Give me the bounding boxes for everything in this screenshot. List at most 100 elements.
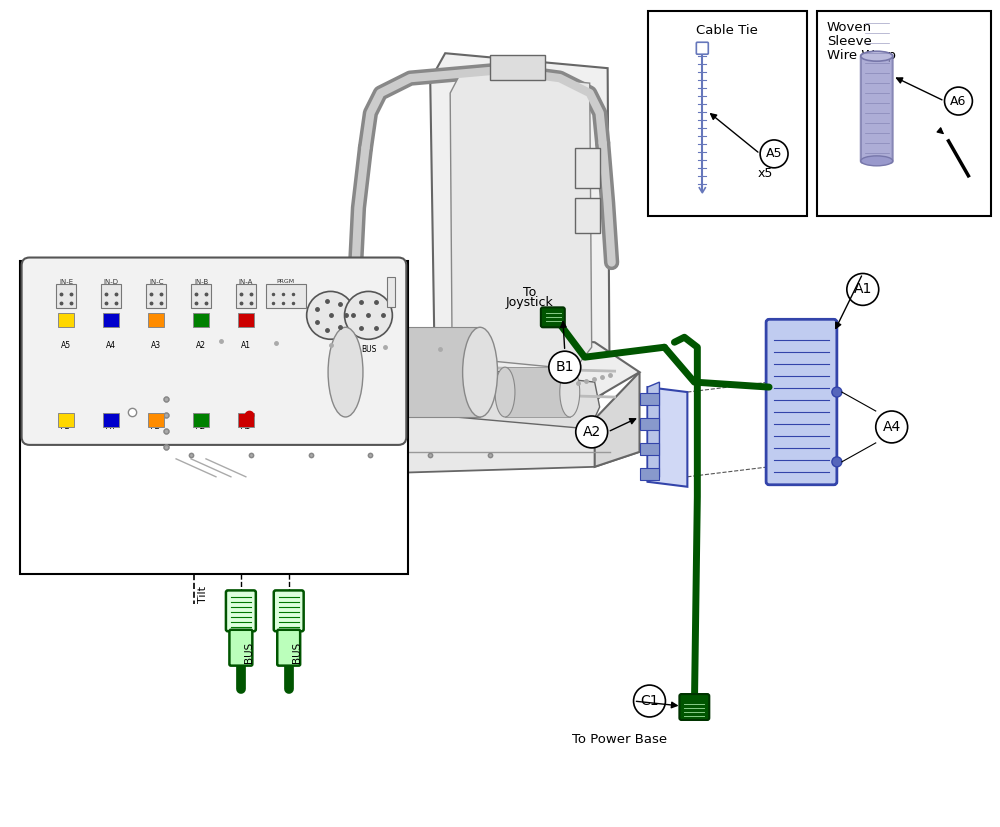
FancyBboxPatch shape xyxy=(696,42,708,55)
Text: A2: A2 xyxy=(196,422,206,431)
Bar xyxy=(103,313,119,327)
Polygon shape xyxy=(450,367,600,429)
Polygon shape xyxy=(355,267,380,340)
FancyBboxPatch shape xyxy=(274,590,304,631)
FancyBboxPatch shape xyxy=(22,257,406,445)
Bar xyxy=(575,148,600,188)
Polygon shape xyxy=(450,70,592,369)
Circle shape xyxy=(847,274,879,305)
FancyBboxPatch shape xyxy=(101,284,121,308)
Bar xyxy=(640,443,659,455)
Ellipse shape xyxy=(463,327,498,417)
Circle shape xyxy=(576,416,608,448)
Polygon shape xyxy=(648,382,659,482)
Text: A2: A2 xyxy=(583,425,601,439)
Text: IN-D: IN-D xyxy=(104,280,119,285)
Text: A6: A6 xyxy=(950,94,967,108)
Polygon shape xyxy=(595,372,640,466)
FancyBboxPatch shape xyxy=(56,284,76,308)
Text: IN-E: IN-E xyxy=(59,280,74,285)
Bar xyxy=(238,413,254,427)
Text: A3: A3 xyxy=(151,422,161,431)
Text: A4: A4 xyxy=(106,422,116,431)
FancyBboxPatch shape xyxy=(277,630,300,666)
FancyBboxPatch shape xyxy=(191,284,211,308)
FancyBboxPatch shape xyxy=(146,284,166,308)
Bar xyxy=(351,327,480,417)
Bar xyxy=(193,313,209,327)
Text: x5: x5 xyxy=(757,167,773,180)
Text: Cable Tie: Cable Tie xyxy=(696,24,758,37)
Circle shape xyxy=(634,685,665,717)
Text: Wire Wrap: Wire Wrap xyxy=(827,50,896,62)
Text: To: To xyxy=(523,286,537,299)
Bar xyxy=(20,261,408,575)
Text: A4: A4 xyxy=(883,420,901,434)
Text: C1: C1 xyxy=(640,694,659,708)
Ellipse shape xyxy=(199,327,233,417)
Bar xyxy=(216,327,346,417)
Text: PRGM: PRGM xyxy=(277,280,295,284)
Text: IN-C: IN-C xyxy=(149,280,163,285)
Text: BUS: BUS xyxy=(292,642,302,662)
FancyBboxPatch shape xyxy=(229,630,252,666)
Polygon shape xyxy=(149,372,201,479)
Text: IN-A: IN-A xyxy=(239,280,253,285)
Text: A5: A5 xyxy=(766,147,782,160)
Bar xyxy=(58,413,74,427)
Text: A3: A3 xyxy=(151,342,161,351)
Bar xyxy=(193,413,209,427)
FancyBboxPatch shape xyxy=(766,319,837,485)
Text: B1: B1 xyxy=(556,360,574,374)
Ellipse shape xyxy=(328,327,363,417)
Bar xyxy=(640,418,659,430)
FancyBboxPatch shape xyxy=(266,284,306,308)
FancyBboxPatch shape xyxy=(226,590,256,631)
Bar xyxy=(58,313,74,327)
Text: Joystick: Joystick xyxy=(506,296,554,309)
Polygon shape xyxy=(149,320,640,419)
Circle shape xyxy=(832,387,842,397)
FancyBboxPatch shape xyxy=(236,284,256,308)
Bar xyxy=(103,413,119,427)
Text: Woven: Woven xyxy=(827,22,872,35)
Text: To Power Base: To Power Base xyxy=(572,733,667,746)
Bar xyxy=(148,313,164,327)
Bar xyxy=(490,55,545,80)
Circle shape xyxy=(760,140,788,168)
Ellipse shape xyxy=(861,155,893,166)
Polygon shape xyxy=(430,53,610,407)
Text: A1: A1 xyxy=(241,342,251,351)
Circle shape xyxy=(549,351,581,383)
Text: A5: A5 xyxy=(61,422,72,431)
Bar xyxy=(575,198,600,232)
Polygon shape xyxy=(149,395,640,479)
Text: A2: A2 xyxy=(196,342,206,351)
Circle shape xyxy=(345,291,392,339)
Bar xyxy=(640,393,659,405)
Polygon shape xyxy=(116,362,149,372)
Bar xyxy=(640,468,659,480)
Bar xyxy=(148,413,164,427)
Circle shape xyxy=(876,411,908,443)
Ellipse shape xyxy=(560,367,580,417)
Text: IN-B: IN-B xyxy=(194,280,208,285)
Ellipse shape xyxy=(495,367,515,417)
FancyBboxPatch shape xyxy=(861,55,893,163)
FancyBboxPatch shape xyxy=(679,694,709,720)
Text: A1: A1 xyxy=(854,282,872,296)
Ellipse shape xyxy=(333,327,368,417)
Bar xyxy=(648,12,807,216)
Circle shape xyxy=(307,291,354,339)
Text: A4: A4 xyxy=(106,342,116,351)
Bar xyxy=(817,12,991,216)
Circle shape xyxy=(945,87,972,115)
Polygon shape xyxy=(116,372,149,452)
Text: A1: A1 xyxy=(241,422,251,431)
Ellipse shape xyxy=(861,51,893,61)
Text: A5: A5 xyxy=(61,342,72,351)
Bar xyxy=(238,313,254,327)
Polygon shape xyxy=(648,387,687,487)
FancyBboxPatch shape xyxy=(541,308,565,327)
Text: BUS: BUS xyxy=(244,642,254,662)
